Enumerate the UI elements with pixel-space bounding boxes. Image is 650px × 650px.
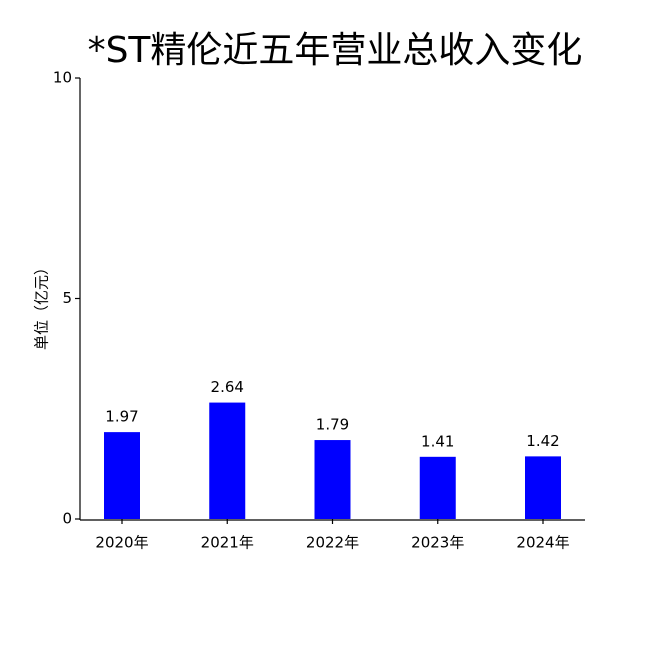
x-tick-label: 2021年 (201, 534, 254, 552)
x-tick-label: 2024年 (516, 534, 569, 552)
bar (314, 440, 351, 519)
y-tick-label: 0 (62, 510, 72, 528)
bar (104, 432, 140, 519)
data-label: 1.41 (421, 432, 454, 450)
data-label: 1.42 (526, 432, 559, 450)
data-label: 2.64 (211, 378, 244, 396)
y-axis-label: 单位（亿元） (33, 260, 51, 350)
bar (525, 456, 561, 519)
x-tick-label: 2020年 (95, 534, 148, 552)
y-tick-label: 5 (62, 289, 72, 307)
data-label: 1.79 (316, 416, 349, 434)
y-tick-label: 10 (53, 69, 72, 87)
chart-title: *ST精伦近五年营业总收入变化 (88, 30, 583, 71)
bar (419, 456, 456, 519)
x-tick-label: 2022年 (306, 534, 359, 552)
x-tick-label: 2023年 (411, 534, 464, 552)
data-label: 1.97 (105, 408, 138, 426)
bar (209, 402, 246, 519)
